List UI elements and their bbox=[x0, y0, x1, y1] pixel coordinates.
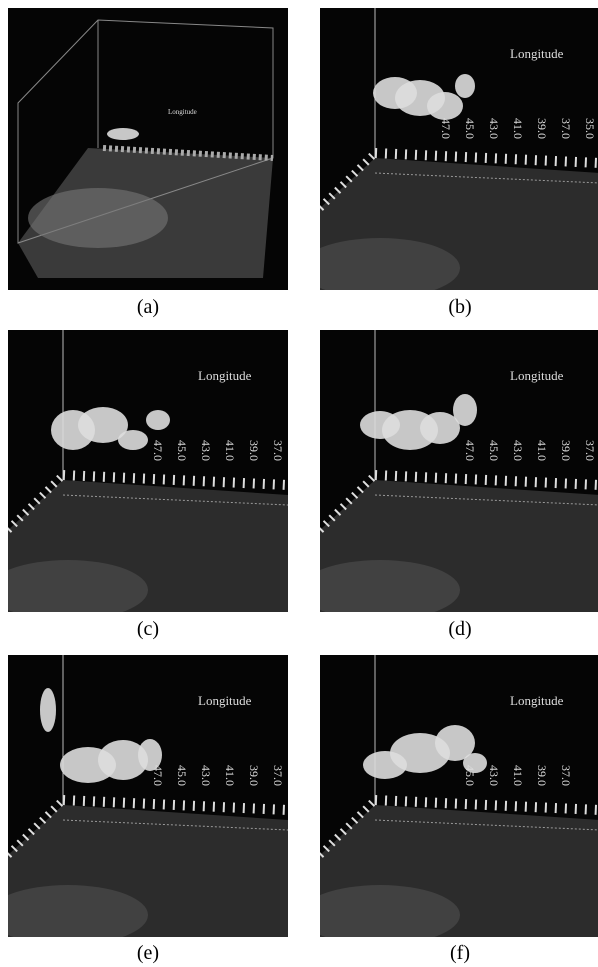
axis-label: Longitude bbox=[510, 368, 564, 383]
tick-label: 37.0 bbox=[271, 765, 285, 786]
tick-label: 41.0 bbox=[223, 440, 237, 461]
axis-label: Longitude bbox=[510, 693, 564, 708]
cloud bbox=[463, 753, 487, 773]
cloud bbox=[420, 412, 460, 444]
caption: (c) bbox=[8, 618, 288, 641]
tick-label: 43.0 bbox=[487, 765, 501, 786]
cloud bbox=[427, 92, 463, 120]
tick-label: 41.0 bbox=[223, 765, 237, 786]
cloud bbox=[118, 430, 148, 450]
tick-label: 37.0 bbox=[559, 118, 573, 139]
render-panel: Longitude bbox=[8, 8, 288, 290]
render-panel: Longitude 47.0 45.0 43.0 41.0 39.0 37.0 35.0 bbox=[320, 8, 598, 290]
render-panel: Longitude 47.0 45.0 43.0 41.0 39.0 37.0 bbox=[320, 330, 598, 612]
caption: (f) bbox=[320, 942, 598, 965]
cloud bbox=[455, 74, 475, 98]
axis-label: Longitude bbox=[510, 46, 564, 61]
figure: Longitude (a) Longitude 47.0 45.0 43.0 41.0 39.… bbox=[0, 0, 598, 967]
cloud bbox=[138, 739, 162, 771]
tick-label: 41.0 bbox=[511, 118, 525, 139]
tick-label: 37.0 bbox=[271, 440, 285, 461]
tick-label: 43.0 bbox=[511, 440, 525, 461]
tick-label: 37.0 bbox=[583, 440, 597, 461]
tick-label: 47.0 bbox=[463, 440, 477, 461]
caption: (d) bbox=[320, 618, 598, 641]
render-panel: Longitude 47.0 45.0 43.0 41.0 39.0 37.0 bbox=[8, 330, 288, 612]
tick-label: 35.0 bbox=[583, 118, 597, 139]
tick-label: 41.0 bbox=[511, 765, 525, 786]
terrain bbox=[28, 188, 168, 248]
cloud bbox=[453, 394, 477, 426]
tick-label: 39.0 bbox=[535, 118, 549, 139]
axis-label: Longitude bbox=[198, 693, 252, 708]
tick-label: 45.0 bbox=[487, 440, 501, 461]
tick-label: 39.0 bbox=[247, 440, 261, 461]
tick-label: 43.0 bbox=[199, 440, 213, 461]
tick-label: 45.0 bbox=[463, 118, 477, 139]
tick-label: 47.0 bbox=[151, 440, 165, 461]
cloud bbox=[146, 410, 170, 430]
tick-label: 43.0 bbox=[487, 118, 501, 139]
axis-label: Longitude bbox=[198, 368, 252, 383]
tick-label: 43.0 bbox=[199, 765, 213, 786]
tick-label: 39.0 bbox=[559, 440, 573, 461]
caption: (e) bbox=[8, 942, 288, 965]
cloud bbox=[40, 688, 56, 732]
caption: (b) bbox=[320, 296, 598, 319]
tick-label: 37.0 bbox=[559, 765, 573, 786]
tick-label: 45.0 bbox=[175, 765, 189, 786]
tick-label: 41.0 bbox=[535, 440, 549, 461]
tick-label: 39.0 bbox=[535, 765, 549, 786]
tick-label: 47.0 bbox=[439, 118, 453, 139]
caption: (a) bbox=[8, 296, 288, 319]
tick-label: 39.0 bbox=[247, 765, 261, 786]
tick-label: 45.0 bbox=[175, 440, 189, 461]
cloud bbox=[107, 128, 139, 140]
axis-label: Longitude bbox=[168, 108, 197, 116]
